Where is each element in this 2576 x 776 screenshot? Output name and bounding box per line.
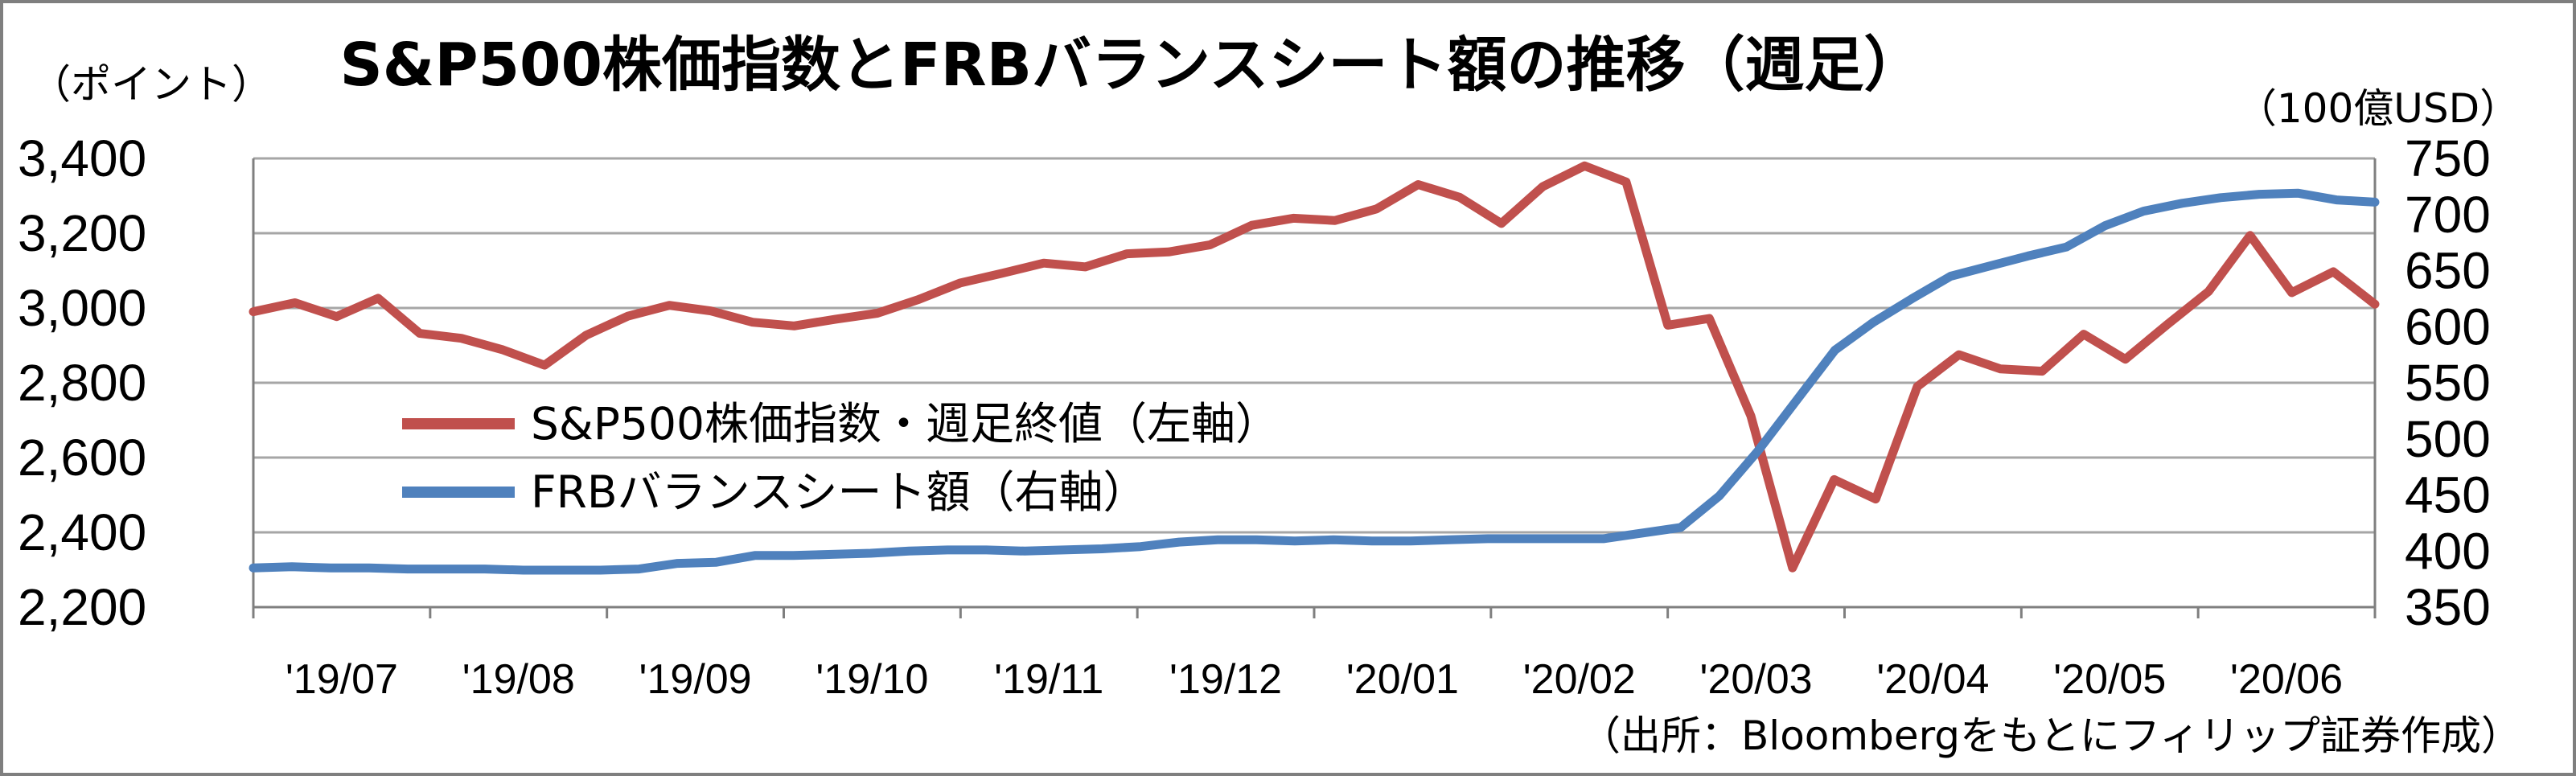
x-tick-label: '20/04 <box>1876 656 1989 703</box>
y-right-tick-label: 650 <box>2405 242 2491 300</box>
y-left-tick-label: 2,800 <box>18 354 146 412</box>
source-note: （出所：Bloombergをもとにフィリップ証券作成） <box>1580 712 2521 759</box>
y-left-tick-label: 2,400 <box>18 503 146 561</box>
x-tick-label: '19/07 <box>286 656 398 703</box>
x-tick-label: '20/02 <box>1523 656 1636 703</box>
legend-label-frb: FRBバランスシート額（右軸） <box>531 466 1147 518</box>
left-axis-unit: （ポイント） <box>31 61 272 108</box>
y-right-tick-label: 550 <box>2405 354 2491 412</box>
y-left-tick-label: 2,200 <box>18 578 146 636</box>
y-right-tick-label: 500 <box>2405 410 2491 468</box>
y-right-tick-label: 750 <box>2405 129 2491 187</box>
x-tick-label: '20/06 <box>2230 656 2343 703</box>
legend-label-sp500: S&P500株価指数・週足終値（左軸） <box>531 398 1280 450</box>
axis-layer: 2,200 2,400 2,600 2,800 3,000 3,200 3,400 35040… <box>18 129 2491 703</box>
legend: S&P500株価指数・週足終値（左軸） FRBバランスシート額（右軸） <box>402 398 1280 518</box>
x-tick-label: '20/05 <box>2053 656 2166 703</box>
y-left-tick-label: 3,000 <box>18 279 146 337</box>
grid-layer <box>253 157 2375 534</box>
right-axis-unit: （100億USD） <box>2237 85 2520 132</box>
chart-title: S&P500株価指数とFRBバランスシート額の推移（週足） <box>340 31 1924 100</box>
x-tick-label: '19/10 <box>816 656 928 703</box>
y-left-tick-label: 2,600 <box>18 429 146 487</box>
y-right-tick-label: 600 <box>2405 298 2491 355</box>
y-right-tick-label: 700 <box>2405 186 2491 244</box>
x-tick-label: '20/03 <box>1700 656 1813 703</box>
x-tick-label: '19/08 <box>462 656 575 703</box>
y-right-tick-label: 350 <box>2405 578 2491 636</box>
y-left-tick-label: 3,200 <box>18 204 146 262</box>
series-line-frb <box>249 188 2380 575</box>
x-tick-label: '19/11 <box>994 656 1103 703</box>
y-left-tick-label: 3,400 <box>18 129 146 187</box>
x-tick-label: '19/09 <box>639 656 752 703</box>
x-tick-label: '20/01 <box>1346 656 1459 703</box>
series-line-sp500 <box>249 161 2380 573</box>
y-right-tick-label: 450 <box>2405 466 2491 524</box>
series-layer <box>249 161 2380 575</box>
y-right-tick-label: 400 <box>2405 522 2491 580</box>
x-tick-label: '19/12 <box>1169 656 1282 703</box>
